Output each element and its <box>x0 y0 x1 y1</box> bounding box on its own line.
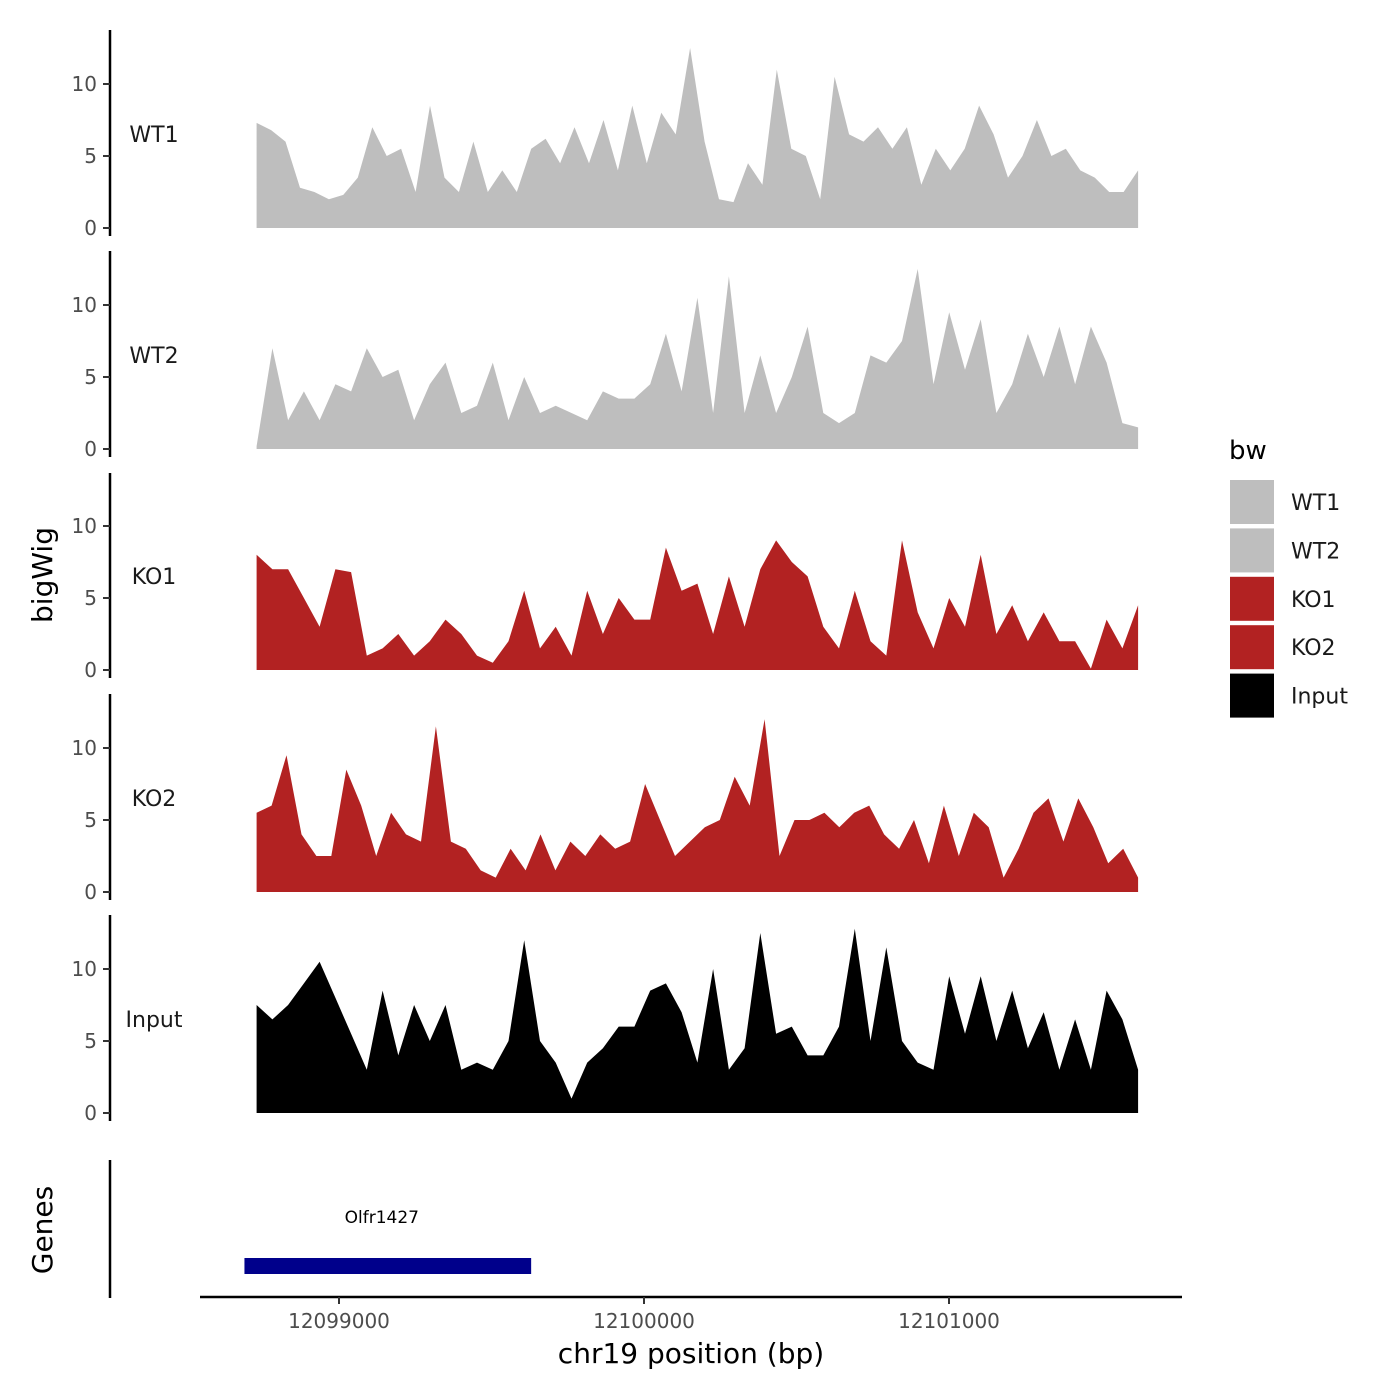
legend-title: bw <box>1229 436 1267 466</box>
track-ko1: 0 5 10 KO1 <box>72 473 1139 682</box>
coverage-area-wt2 <box>256 269 1139 449</box>
legend: bw WT1 WT2 KO1 KO2 Input <box>1229 436 1348 718</box>
track-ko2: 0 5 10 KO2 <box>72 694 1139 904</box>
gene-label: Olfr1427 <box>345 1208 419 1228</box>
y-tick-label: 5 <box>84 365 97 389</box>
x-tick-label: 12100000 <box>593 1309 695 1333</box>
legend-swatch <box>1230 480 1274 524</box>
y-tick-label: 5 <box>84 808 97 832</box>
genes-axis-title: Genes <box>26 1186 59 1274</box>
coverage-area-ko2 <box>256 719 1139 892</box>
x-axis-title: chr19 position (bp) <box>558 1337 824 1370</box>
track-label: WT1 <box>129 123 178 148</box>
legend-swatch <box>1230 576 1274 621</box>
legend-label: Input <box>1291 685 1348 710</box>
y-tick-label: 0 <box>84 216 97 240</box>
track-label: KO2 <box>132 787 177 812</box>
track-label: WT2 <box>129 344 178 369</box>
legend-label: KO1 <box>1291 588 1336 613</box>
y-tick-label: 10 <box>72 293 97 317</box>
y-tick-label: 0 <box>84 1101 97 1125</box>
y-tick-label: 0 <box>84 437 97 461</box>
legend-swatch <box>1230 673 1274 718</box>
legend-label: WT2 <box>1291 539 1340 564</box>
y-tick-label: 5 <box>84 1029 97 1053</box>
legend-swatch <box>1230 528 1274 573</box>
track-wt2: 0 5 10 WT2 <box>72 251 1139 461</box>
x-tick-label: 12101000 <box>898 1309 1000 1333</box>
track-wt1: 0 5 10 WT1 <box>72 30 1139 240</box>
y-tick-label: 10 <box>72 72 97 96</box>
coverage-area-input <box>256 928 1139 1113</box>
coverage-area-ko1 <box>256 540 1139 670</box>
y-axis-title: bigWig <box>26 527 59 623</box>
x-axis: 12099000 12100000 12101000 <box>200 1295 1182 1333</box>
track-input: 0 5 10 Input <box>72 915 1139 1125</box>
y-tick-label: 5 <box>84 586 97 610</box>
legend-swatch <box>1230 625 1274 670</box>
legend-label: WT1 <box>1291 491 1340 516</box>
y-tick-label: 10 <box>72 736 97 760</box>
y-tick-label: 5 <box>84 144 97 168</box>
y-tick-label: 0 <box>84 880 97 904</box>
coverage-area-wt1 <box>256 48 1139 228</box>
y-tick-label: 10 <box>72 514 97 538</box>
bigwig-tracks: 0 5 10 WT1 0 5 10 WT2 0 5 10 KO1 0 5 10 KO2 0 5 10 Input <box>72 30 1139 1125</box>
track-label: Input <box>126 1008 183 1033</box>
legend-label: KO2 <box>1291 636 1336 661</box>
gene-track: Olfr1427 <box>108 1160 532 1298</box>
gene-body <box>244 1258 532 1274</box>
x-tick-label: 12099000 <box>288 1309 390 1333</box>
y-tick-label: 10 <box>72 957 97 981</box>
track-label: KO1 <box>132 565 177 590</box>
y-tick-label: 0 <box>84 658 97 682</box>
